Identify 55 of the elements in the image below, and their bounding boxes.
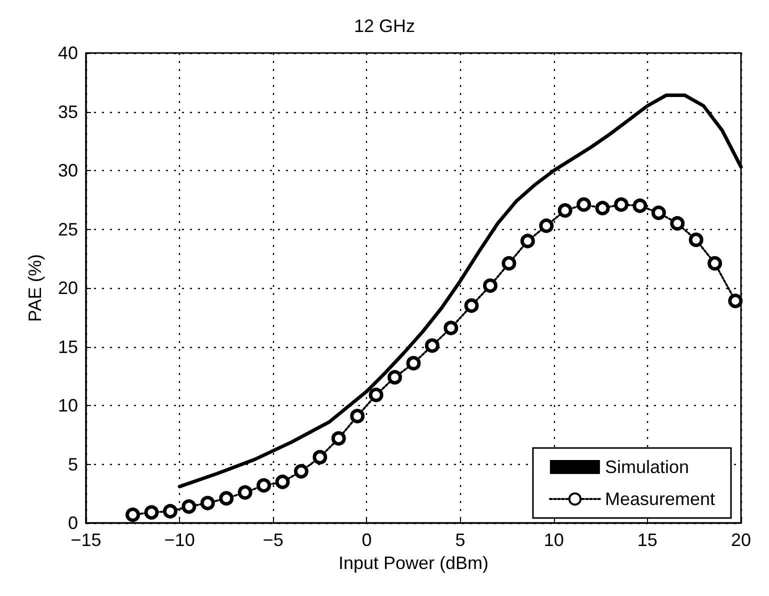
x-tick-label: 10 [544,530,564,550]
point [144,505,159,520]
y-tick-label: 5 [68,454,78,474]
point [331,431,346,446]
x-tick-label: 15 [637,530,658,550]
point [558,203,572,218]
y-tick-label: 10 [58,396,78,416]
point [502,256,516,271]
point [126,508,140,522]
point [312,450,328,464]
y-tick-label: 30 [58,160,78,180]
point [482,278,498,293]
point [406,356,421,370]
x-tick-label: −15 [70,530,102,550]
point [708,256,722,271]
x-tick-label: 0 [362,530,372,550]
point [632,198,648,213]
point [444,320,458,336]
point [539,218,554,233]
point [162,504,178,518]
point [275,474,290,490]
point [200,496,215,510]
point [728,294,743,308]
legend-label: Measurement [604,489,716,509]
point [614,197,628,212]
point [576,197,592,212]
point [688,232,704,248]
x-tick-label: −5 [262,530,284,550]
point [520,234,535,248]
point [256,478,272,493]
point [388,370,402,385]
point [595,200,610,216]
point [670,216,685,231]
x-axis-title: Input Power (dBm) [338,552,489,573]
y-tick-label: 20 [58,278,78,298]
y-axis-title: PAE (%) [25,254,45,322]
point [651,206,666,220]
y-tick-label: 40 [58,43,78,63]
point [219,491,234,506]
point [464,298,479,313]
y-tick-label: 15 [58,336,78,357]
y-tick-label: 35 [58,102,78,122]
x-tick-label: 5 [455,530,466,550]
point [424,338,440,353]
point [182,499,196,514]
y-tick-label: 25 [58,219,78,240]
x-tick-label: 20 [730,530,752,550]
point [238,485,252,500]
x-tick-label: −10 [164,530,195,550]
point [368,388,384,402]
y-tick-label: 0 [68,513,78,533]
point [350,408,365,424]
point [294,464,308,479]
chart-title: 12 GHz [354,16,416,36]
legend-label: Simulation [604,457,689,477]
